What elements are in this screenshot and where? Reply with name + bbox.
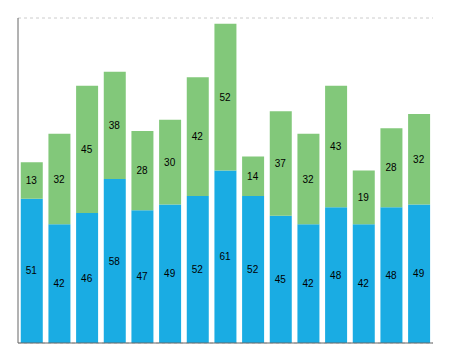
svg-text:42: 42 (358, 278, 370, 289)
svg-text:51: 51 (26, 265, 38, 276)
svg-text:37: 37 (275, 158, 287, 169)
svg-text:49: 49 (413, 268, 425, 279)
svg-text:52: 52 (247, 264, 259, 275)
svg-text:28: 28 (385, 162, 397, 173)
svg-text:58: 58 (109, 256, 121, 267)
svg-text:49: 49 (164, 268, 176, 279)
svg-text:45: 45 (81, 144, 93, 155)
svg-text:32: 32 (413, 154, 425, 165)
svg-text:14: 14 (247, 171, 259, 182)
svg-text:32: 32 (53, 174, 65, 185)
svg-text:46: 46 (81, 273, 93, 284)
svg-text:32: 32 (302, 174, 314, 185)
svg-text:61: 61 (219, 251, 231, 262)
svg-text:19: 19 (358, 192, 370, 203)
svg-text:13: 13 (26, 175, 38, 186)
svg-text:52: 52 (192, 264, 204, 275)
svg-text:30: 30 (164, 157, 176, 168)
svg-text:42: 42 (192, 131, 204, 142)
svg-text:45: 45 (275, 274, 287, 285)
svg-text:42: 42 (53, 278, 65, 289)
svg-text:28: 28 (136, 165, 148, 176)
svg-text:42: 42 (302, 278, 314, 289)
svg-text:47: 47 (136, 271, 148, 282)
svg-text:38: 38 (109, 120, 121, 131)
svg-text:52: 52 (219, 92, 231, 103)
svg-text:43: 43 (330, 141, 342, 152)
svg-text:48: 48 (330, 270, 342, 281)
svg-text:48: 48 (385, 270, 397, 281)
